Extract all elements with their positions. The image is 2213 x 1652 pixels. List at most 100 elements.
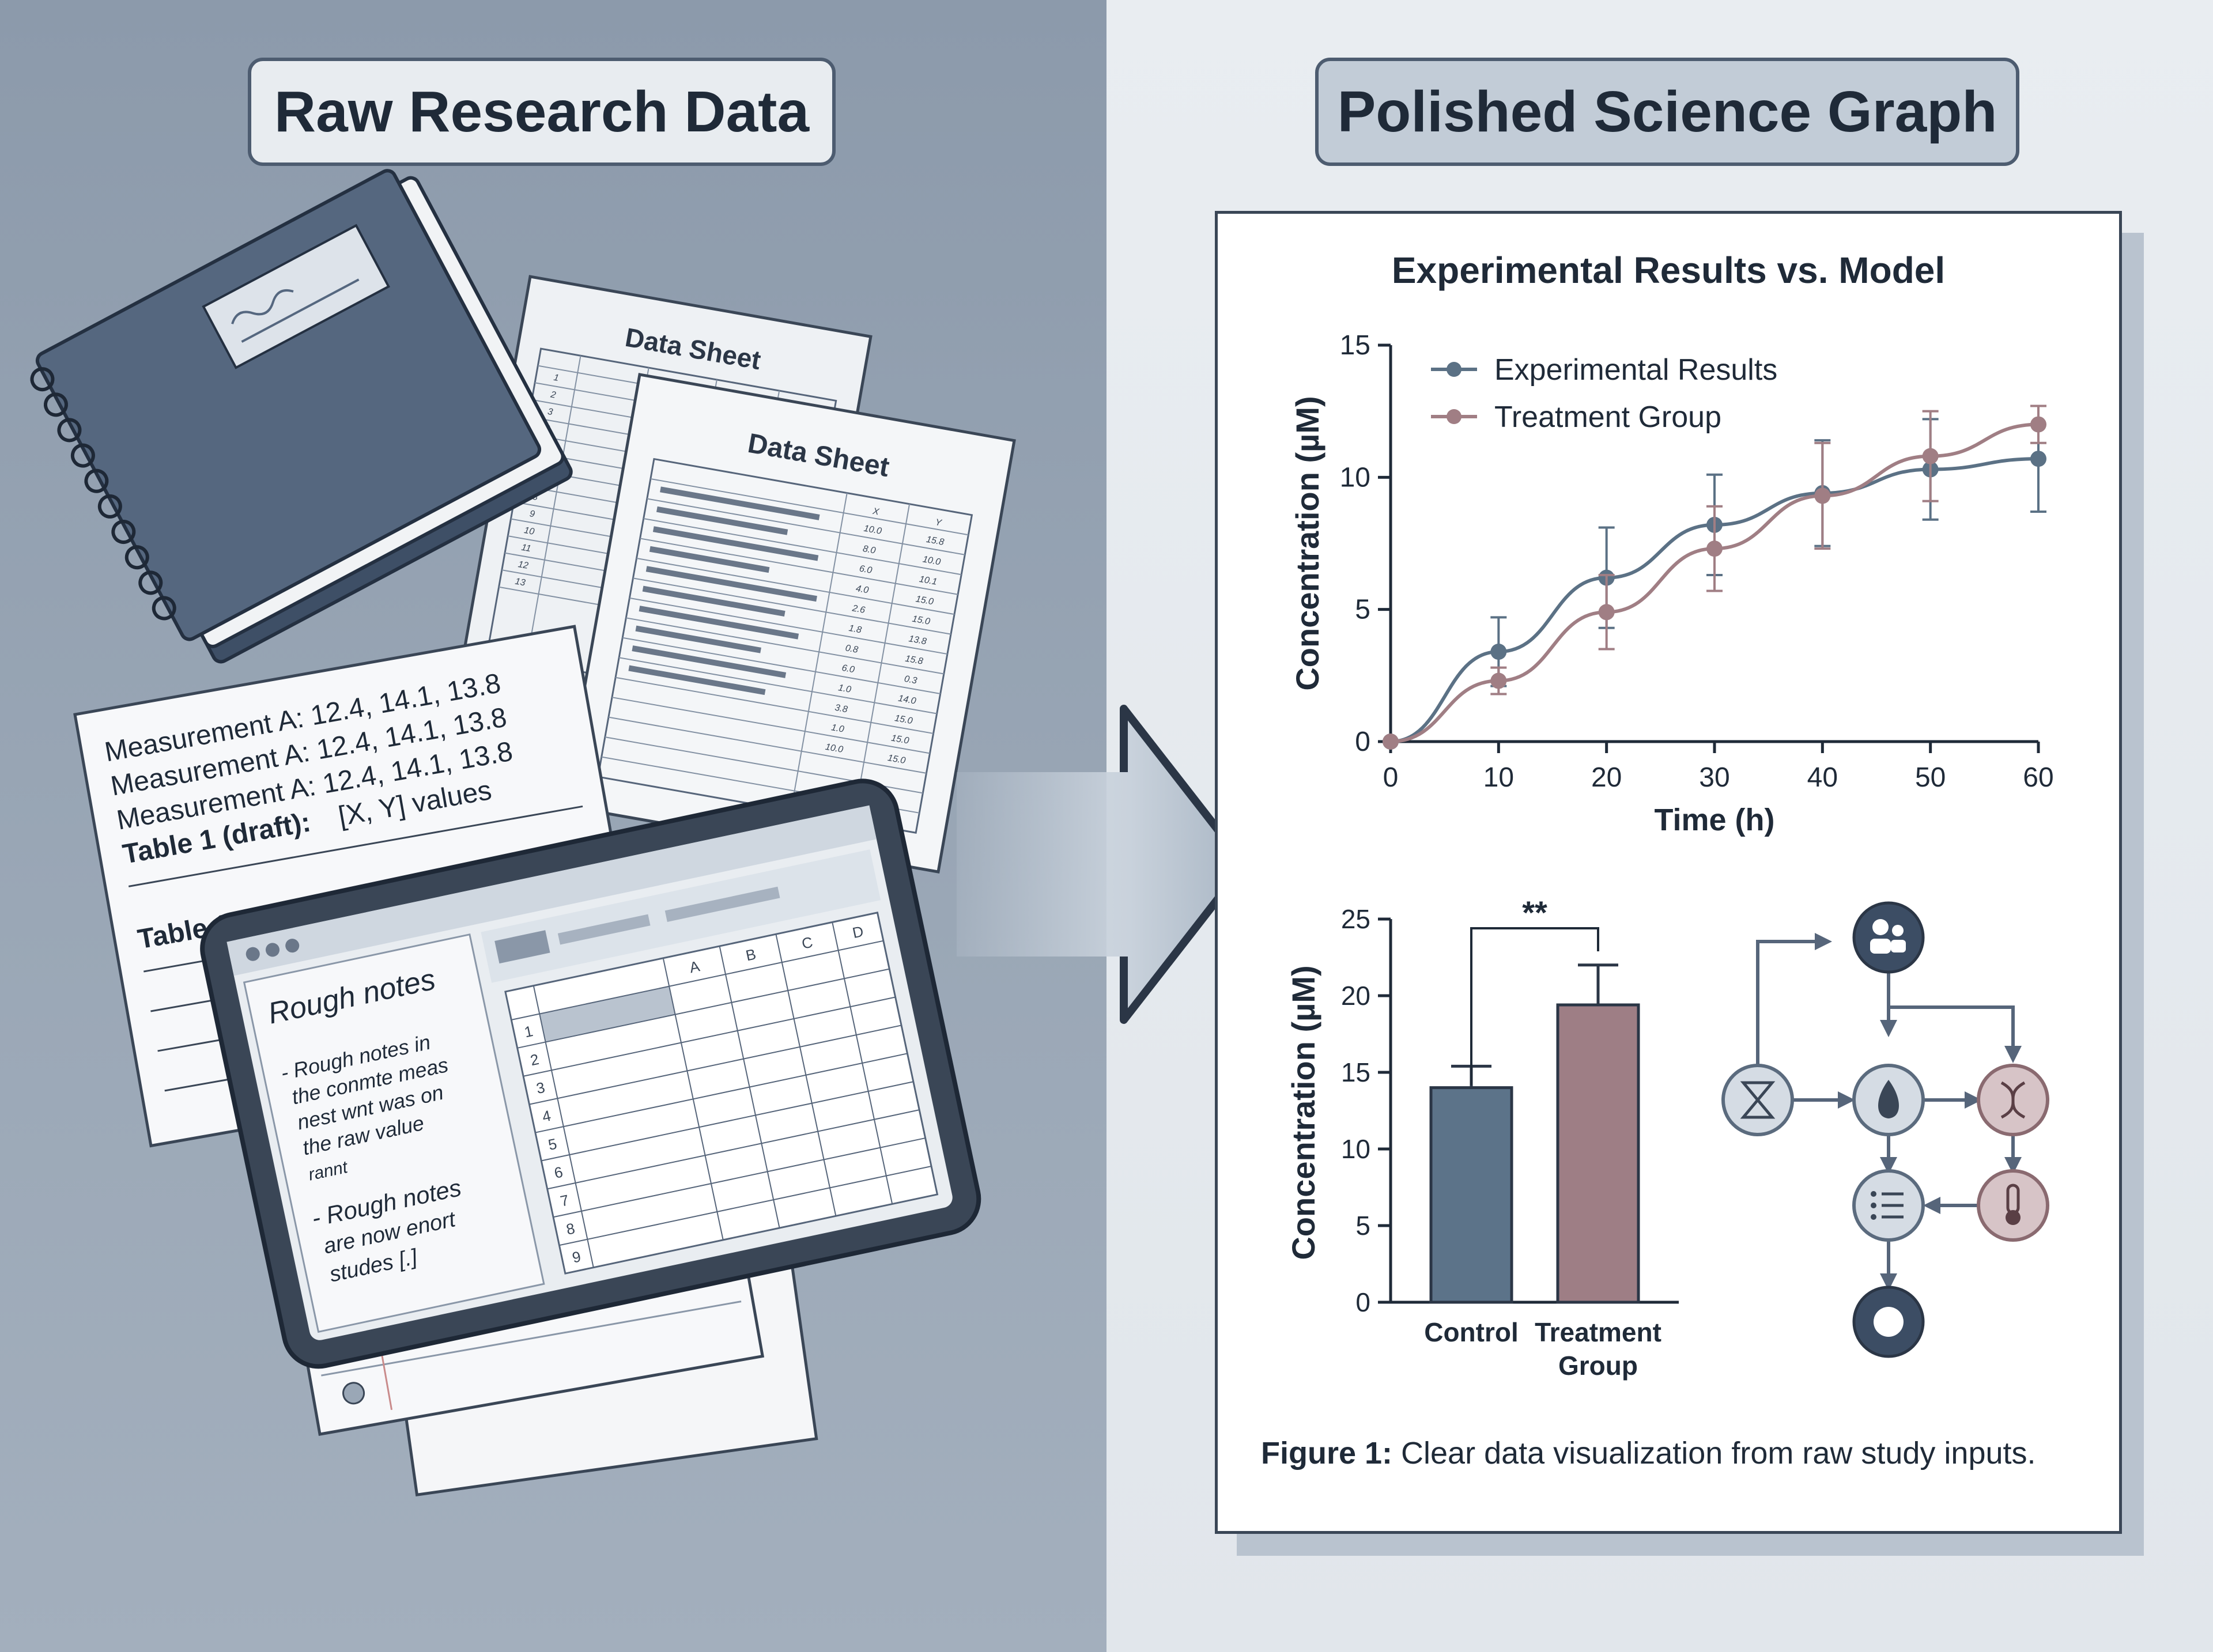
line-ytick-label: 5 [1355, 595, 1370, 625]
bar-category-treatment: Treatment [1535, 1317, 1661, 1347]
line-x-label: Time (h) [1654, 803, 1774, 837]
tablet-row-number: 7 [558, 1191, 570, 1209]
line-xtick-label: 10 [1483, 762, 1514, 793]
bar-ytick-label: 15 [1341, 1057, 1370, 1087]
sheet-back-row: 9 [529, 509, 536, 519]
sheet-cell: 4.0 [855, 584, 870, 596]
sheet-cell: 15.0 [894, 713, 913, 726]
legend-marker-experimental [1447, 362, 1462, 377]
sheet-back-row: 2 [549, 390, 557, 400]
people-icon [1852, 901, 1925, 974]
line-point-series-1 [1490, 644, 1507, 660]
caption-text: Clear data visualization from raw study … [1392, 1436, 2036, 1470]
bar-control [1429, 1086, 1513, 1304]
line-point-series-1 [2030, 451, 2046, 467]
sheet-back-row: 13 [514, 577, 526, 588]
bar-ytick-label: 20 [1341, 981, 1370, 1011]
sheet-cell: 10.1 [919, 574, 938, 587]
line-point-series-2 [1490, 672, 1507, 689]
line-point-series-2 [1706, 540, 1723, 557]
sheet-cell: 15.0 [915, 594, 935, 607]
bar-y-label: Concentration (µM) [1285, 965, 1321, 1260]
line-legend: Experimental Results Treatment Group [1431, 353, 1777, 434]
line-point-series-2 [1814, 487, 1831, 504]
sheet-cell: 1.8 [848, 623, 862, 636]
tablet-row-number: 1 [523, 1022, 534, 1041]
figure-card: Experimental Results vs. Model Concentra… [1215, 211, 2122, 1534]
sheet-cell: 0.3 [904, 674, 918, 686]
polished-graph-title: Polished Science Graph [1315, 58, 2019, 166]
tablet-row-number: 2 [528, 1050, 540, 1069]
line-chart: Experimental Results vs. Model Concentra… [1289, 249, 2054, 837]
line-xtick-label: 50 [1915, 762, 1946, 793]
line-point-series-2 [1598, 604, 1615, 621]
bar-ytick-label: 5 [1355, 1211, 1370, 1241]
bar-treatment [1556, 1003, 1640, 1304]
sheet-cell: 10.0 [825, 742, 844, 755]
dna-icon [1977, 1064, 2049, 1136]
figure-caption: Figure 1: Clear data visualization from … [1261, 1435, 2036, 1471]
sheet-cell: 0.8 [844, 643, 859, 655]
sheet-cell: 10.0 [922, 554, 942, 567]
tablet-row-number: 6 [553, 1163, 564, 1182]
legend-marker-treatment [1447, 409, 1462, 424]
bar-category-control: Control [1424, 1317, 1519, 1347]
tablet-row-number: 9 [571, 1247, 582, 1266]
bar-chart: Concentration (µM) 0 5 10 15 20 25 ** Control… [1285, 894, 1679, 1381]
sheet-cell: 15.0 [890, 734, 910, 746]
bar-ytick-label: 10 [1341, 1134, 1370, 1164]
line-xtick-label: 20 [1591, 762, 1622, 793]
tablet-col-header: B [744, 946, 757, 965]
line-xtick-label: 40 [1807, 762, 1838, 793]
sheet-cell: 15.8 [904, 654, 924, 667]
figure-graphics: Experimental Results vs. Model Concentra… [1285, 249, 2054, 1381]
dna-hourglass-icon [1721, 1064, 1794, 1136]
tablet-spreadsheet: A B C D 1 2 3 4 5 6 7 8 9 [504, 912, 939, 1275]
sheet-cell: 2.6 [851, 603, 866, 615]
list-icon [1852, 1169, 1925, 1242]
bar-category-group: Group [1558, 1351, 1638, 1381]
sheet-cell: 15.0 [911, 614, 931, 627]
bar-ytick-label: 0 [1355, 1287, 1370, 1317]
raw-data-illustration: Data Sheet 1 2 3 4 5 6 7 8 9 10 11 12 1 [30, 169, 1016, 1496]
sheet-cell: 6.0 [859, 564, 873, 576]
legend-label-experimental: Experimental Results [1494, 353, 1777, 387]
spiral-notebook [30, 169, 573, 664]
tablet-col-header: A [688, 957, 701, 976]
tablet-row-number: 8 [565, 1219, 576, 1238]
legend-label-treatment: Treatment Group [1494, 400, 1721, 434]
line-chart-title: Experimental Results vs. Model [1392, 249, 1945, 291]
sheet-back-row: 3 [547, 407, 554, 417]
caption-label: Figure 1: [1261, 1436, 1393, 1470]
tablet-row-number: 3 [535, 1079, 546, 1097]
bar-ytick-label: 25 [1341, 904, 1370, 934]
flow-connectors [1756, 933, 2022, 1291]
sheet-cell: 15.0 [887, 753, 907, 766]
sheet-cell: 15.8 [926, 535, 945, 547]
sheet-back-row: 10 [523, 526, 535, 537]
sheet-cell: 1.0 [830, 723, 845, 735]
line-y-label: Concentration (µM) [1289, 396, 1325, 690]
sheet-cell: 1.0 [837, 683, 852, 695]
line-ytick-label: 15 [1340, 330, 1370, 361]
water-drop-icon [1852, 1064, 1925, 1136]
sheet-back-row: 12 [518, 560, 530, 571]
line-xtick-label: 0 [1383, 762, 1399, 793]
line-point-series-2 [2030, 416, 2046, 433]
sheet-col-y: Y [934, 517, 943, 528]
line-xtick-label: 60 [2023, 762, 2053, 793]
transition-arrow-icon [957, 705, 1249, 1024]
sheet-back-row: 1 [553, 373, 560, 383]
flow-diagram [1721, 901, 2049, 1358]
line-ytick-label: 10 [1340, 462, 1370, 493]
sheet-cell: 6.0 [841, 663, 855, 675]
line-point-series-2 [1383, 734, 1399, 750]
thermometer-icon [1977, 1169, 2049, 1242]
data-sheet-front: Data Sheet X Y 10.0 8.0 6.0 4.0 [562, 373, 1016, 874]
significance-label: ** [1522, 894, 1547, 931]
tablet-device: Rough notes - Rough notes in the conmte … [200, 778, 981, 1369]
tablet-row-number: 5 [547, 1135, 558, 1154]
sheet-col-x: X [871, 506, 881, 517]
ring-icon [1852, 1286, 1925, 1358]
line-ytick-label: 0 [1355, 727, 1370, 757]
